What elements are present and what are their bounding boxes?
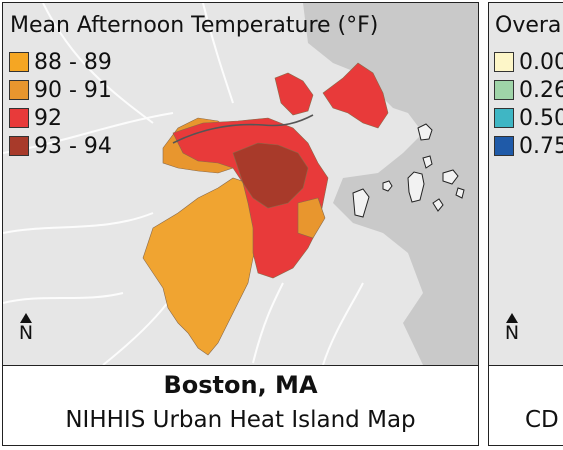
caption-city: Boston, MA bbox=[163, 371, 318, 399]
downtown-tracts bbox=[232, 142, 309, 209]
legend-title: Mean Afternoon Temperature (°F) bbox=[10, 13, 379, 38]
legend-swatch bbox=[494, 52, 514, 72]
legend-item: 0.50 bbox=[494, 105, 563, 131]
island bbox=[352, 188, 370, 218]
north-arrow-icon bbox=[506, 313, 518, 323]
legend-label: 0.00 bbox=[519, 49, 563, 75]
legend-item: 0.00 bbox=[494, 49, 563, 75]
island bbox=[432, 198, 444, 212]
map-area: Mean Afternoon Temperature (°F) 88 - 89 … bbox=[3, 3, 478, 366]
north-label: N bbox=[18, 322, 34, 344]
legend-item: 93 - 94 bbox=[9, 133, 112, 159]
legend-item: 92 bbox=[9, 105, 62, 131]
legend-label: 0.75 bbox=[519, 133, 563, 159]
legend-label: 90 - 91 bbox=[34, 77, 112, 103]
island bbox=[407, 171, 425, 203]
legend-swatch bbox=[9, 136, 29, 156]
legend-title: Overa bbox=[495, 13, 562, 38]
caption-subtitle: NIHHIS Urban Heat Island Map bbox=[65, 407, 416, 433]
legend-item: 88 - 89 bbox=[9, 49, 112, 75]
legend-label: 93 - 94 bbox=[34, 133, 112, 159]
north-label: N bbox=[504, 322, 520, 344]
map-svg bbox=[3, 3, 478, 365]
road-network bbox=[3, 3, 364, 365]
island bbox=[455, 187, 465, 199]
legend-swatch bbox=[494, 136, 514, 156]
charlestown-tracts bbox=[274, 72, 314, 116]
map-area: Overa 0.00 0.26 0.50 0.75 N bbox=[489, 3, 563, 366]
east-boston-tracts bbox=[322, 62, 389, 129]
charles-river bbox=[172, 114, 314, 144]
north-arrow: N bbox=[503, 313, 521, 343]
north-arrow: N bbox=[17, 313, 35, 343]
legend-swatch bbox=[9, 80, 29, 100]
legend-label: 0.26 bbox=[519, 77, 563, 103]
legend-label: 0.50 bbox=[519, 105, 563, 131]
legend-label: 92 bbox=[34, 105, 62, 131]
island bbox=[422, 155, 433, 169]
legend-item: 0.75 bbox=[494, 133, 563, 159]
legend-label: 88 - 89 bbox=[34, 49, 112, 75]
legend-item: 90 - 91 bbox=[9, 77, 112, 103]
legend-swatch bbox=[9, 108, 29, 128]
legend-swatch bbox=[494, 80, 514, 100]
island bbox=[382, 180, 393, 192]
north-arrow-icon bbox=[20, 313, 32, 323]
island bbox=[417, 123, 433, 141]
legend-swatch bbox=[9, 52, 29, 72]
dorchester-tracts bbox=[297, 197, 326, 239]
caption-partial: CD bbox=[525, 407, 559, 433]
legend-item: 0.26 bbox=[494, 77, 563, 103]
legend-swatch bbox=[494, 108, 514, 128]
second-map-panel: Overa 0.00 0.26 0.50 0.75 N CD bbox=[488, 2, 563, 446]
island bbox=[442, 169, 459, 185]
southwest-tracts bbox=[142, 177, 259, 356]
boston-heat-map-panel: Mean Afternoon Temperature (°F) 88 - 89 … bbox=[2, 2, 479, 446]
